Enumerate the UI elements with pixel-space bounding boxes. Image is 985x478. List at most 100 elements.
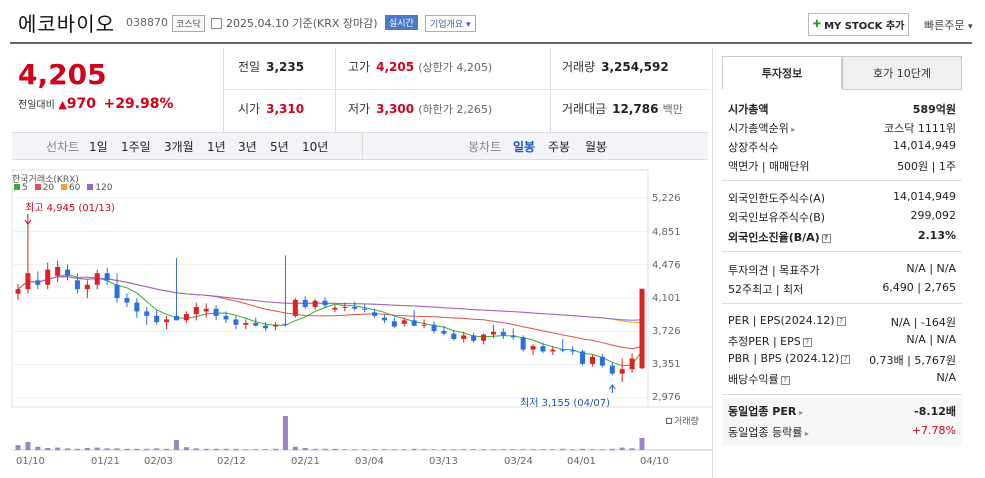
volume-value: 3,254,592: [601, 60, 669, 74]
candle-body: [550, 349, 556, 352]
listed-shares-row: 상장주식수 14,014,949: [728, 139, 956, 155]
row-label[interactable]: 동일업종 PER ▸: [728, 405, 804, 418]
chart-source: 한국거래소(KRX): [12, 175, 79, 185]
candle-body: [292, 299, 298, 316]
candle-body: [609, 365, 615, 374]
volume-bar: [451, 449, 457, 450]
volume-bar: [510, 449, 516, 450]
candle-body: [381, 317, 387, 321]
row-value: 14,014,949: [893, 139, 956, 152]
candle-body: [243, 322, 249, 325]
period-10y[interactable]: 10년: [302, 140, 329, 154]
period-1d[interactable]: 1일: [89, 140, 108, 154]
52week-row: 52주최고 | 최저 6,490 | 2,765: [728, 281, 956, 297]
volume-bar: [74, 448, 80, 450]
max-price-label: 최고 4,945 (01/13): [25, 203, 116, 214]
price-change: 전일대비 ▲970 +29.98%: [18, 96, 174, 112]
company-overview-button[interactable]: 기업개요 ▾: [425, 15, 476, 32]
candle-body: [25, 273, 31, 290]
candle-body: [233, 319, 239, 325]
amount-unit: 백만: [662, 103, 683, 116]
candle-body: [124, 298, 130, 303]
realtime-button[interactable]: 실시간: [385, 15, 418, 30]
tab-order-book[interactable]: 호가 10단계: [842, 56, 962, 90]
divider: [223, 48, 224, 132]
stock-chart[interactable]: [0, 160, 712, 478]
help-icon[interactable]: ?: [780, 375, 790, 385]
volume-bar: [233, 448, 239, 450]
candle-body: [441, 330, 447, 334]
period-1y[interactable]: 1년: [207, 140, 226, 154]
help-icon[interactable]: ?: [841, 354, 851, 364]
prev-value: 3,235: [266, 60, 305, 74]
tab-line: [842, 89, 962, 90]
candle-body: [401, 320, 407, 324]
row-label[interactable]: 동일업종 등락률 ▸: [728, 426, 809, 439]
candle-body: [203, 308, 209, 312]
help-icon[interactable]: ?: [836, 316, 846, 326]
chevron-right-icon: ▸: [796, 408, 804, 417]
candle-body: [282, 323, 288, 325]
help-icon[interactable]: ?: [802, 337, 812, 347]
period-3m[interactable]: 3개월: [164, 140, 194, 154]
volume-bar: [461, 449, 467, 450]
candle-body: [84, 284, 90, 290]
quick-order-button[interactable]: 빠른주문 ▾: [924, 17, 973, 33]
period-5y[interactable]: 5년: [270, 140, 289, 154]
chart-tab-bar: [12, 132, 708, 160]
sector-box: [722, 398, 962, 446]
row-value: N/A: [936, 371, 956, 384]
volume-bar: [144, 448, 150, 450]
help-icon[interactable]: ?: [821, 233, 831, 243]
upper-limit: (상한가 4,205): [418, 61, 493, 74]
open-price: 시가 3,310: [238, 100, 304, 117]
row-label: 액면가 | 매매단위: [728, 160, 810, 173]
candle-body: [411, 320, 417, 326]
candle-body: [322, 300, 328, 306]
market-cap-row: 시가총액 589억원: [728, 101, 956, 117]
candle-body: [461, 335, 467, 339]
candle-daily[interactable]: 일봉: [513, 140, 536, 154]
date-value: 2025.04.10: [226, 17, 289, 30]
candle-monthly[interactable]: 월봉: [585, 140, 608, 154]
row-value: 589억원: [912, 103, 956, 116]
volume-bar: [619, 447, 625, 450]
volume-bar: [243, 449, 249, 450]
volume-bar: [292, 446, 298, 450]
candle-body: [144, 311, 150, 316]
ma20-line: [17, 276, 643, 350]
volume-bar: [441, 449, 447, 450]
est-per-row: 추정PER | EPS? N/A | N/A: [728, 333, 956, 349]
candle-weekly[interactable]: 주봉: [548, 140, 571, 154]
candle-body: [302, 299, 308, 307]
volume-bar: [104, 448, 110, 450]
tab-investment-info[interactable]: 투자정보: [722, 56, 842, 90]
row-label: PBR | BPS (2024.12)?: [728, 352, 851, 368]
candle-body: [481, 334, 487, 341]
volume-bar: [332, 448, 338, 450]
y-tick: 5,226: [652, 193, 681, 204]
period-1w[interactable]: 1주일: [121, 140, 151, 154]
row-label: 배당수익률?: [728, 371, 790, 387]
ma120-legend: 120: [87, 183, 112, 193]
divider: [712, 48, 713, 478]
candle-body: [134, 302, 140, 312]
candle-body: [431, 324, 437, 331]
ma-legend: 5 20 60 120: [14, 183, 112, 193]
candle-body: [362, 308, 368, 310]
volume-bar: [322, 448, 328, 450]
per-eps-row: PER | EPS(2024.12)? N/A | -164원: [728, 314, 956, 330]
my-stock-add-button[interactable]: ✚ MY STOCK 추가: [808, 13, 909, 36]
ma5-legend: 5: [14, 183, 28, 193]
row-label: 52주최고 | 최저: [728, 283, 804, 296]
low-price: 저가 3,300 (하한가 2,265): [348, 100, 492, 117]
volume-bar: [15, 445, 21, 450]
lower-limit: (하한가 2,265): [418, 103, 493, 116]
volume-bar: [183, 447, 189, 450]
sector-change-row: 동일업종 등락률 ▸ +7.78%: [728, 424, 956, 440]
x-tick: 03/24: [504, 456, 533, 467]
chevron-right-icon: ▸: [802, 429, 809, 438]
row-label: 투자의견 | 목표주가: [728, 264, 820, 277]
prev-close: 전일 3,235: [238, 58, 304, 75]
period-3y[interactable]: 3년: [238, 140, 257, 154]
